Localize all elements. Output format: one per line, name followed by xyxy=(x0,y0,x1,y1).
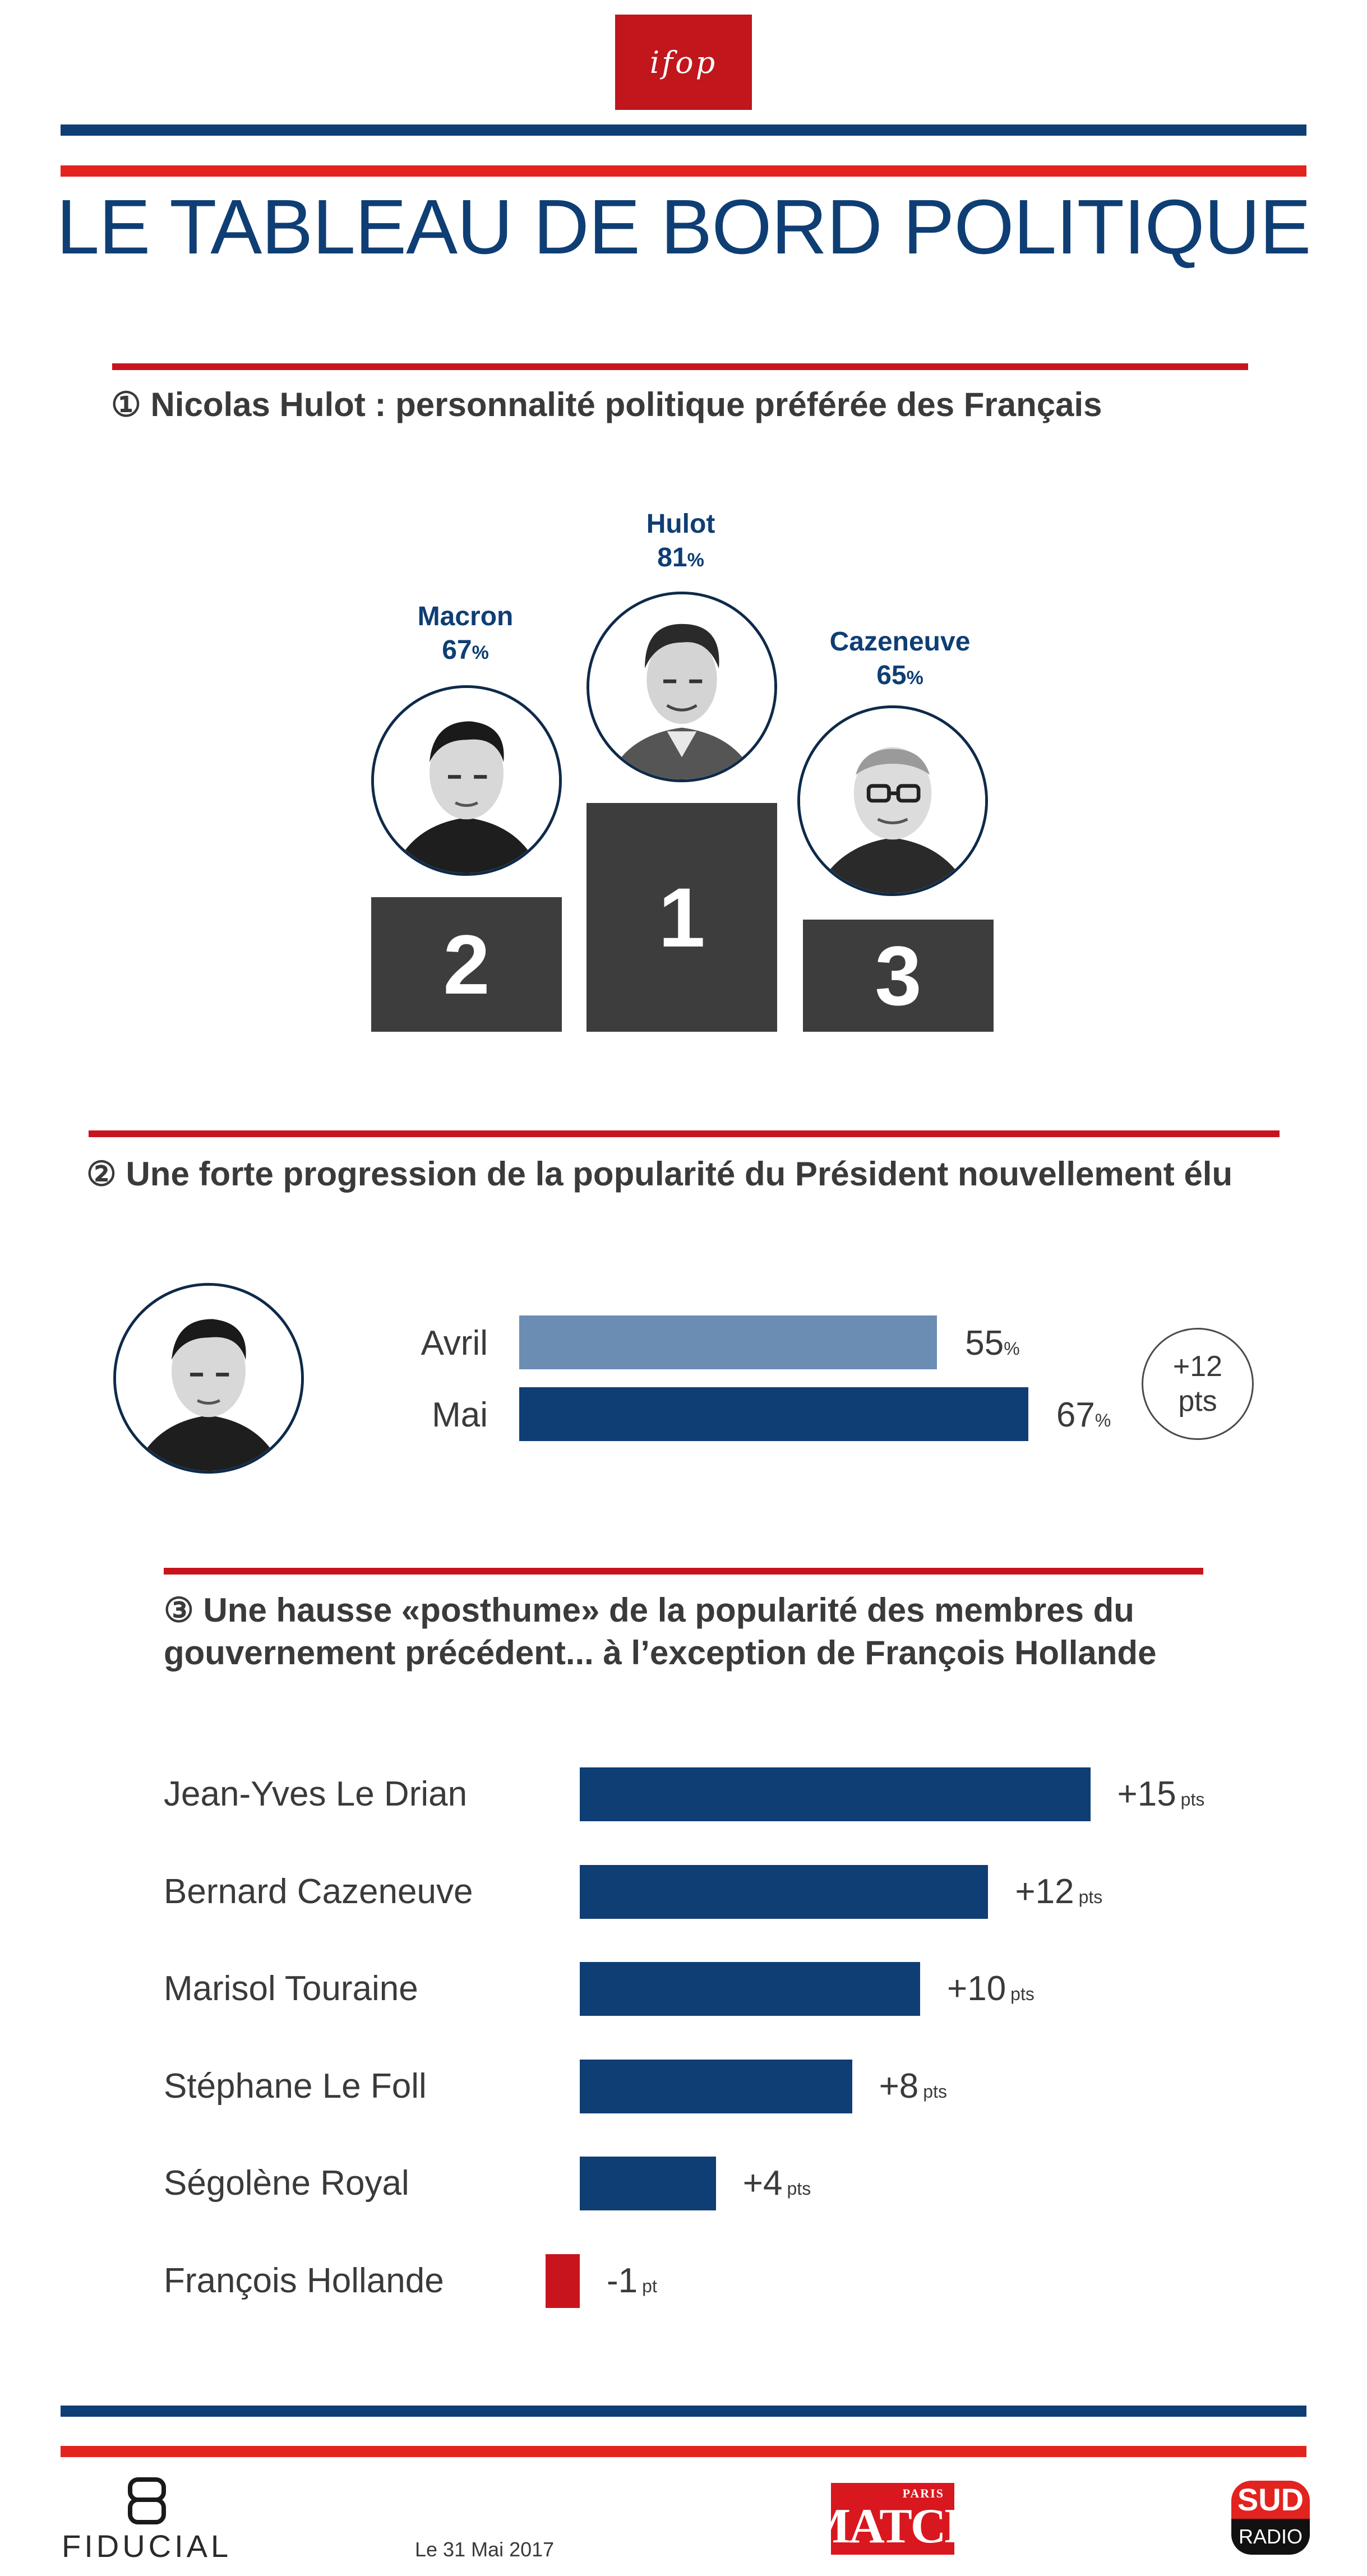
minister-label: Bernard Cazeneuve xyxy=(164,1872,473,1911)
minister-value: +12 pts xyxy=(1015,1872,1103,1911)
minister-value: +15 pts xyxy=(1117,1775,1205,1813)
footer-blue-rule xyxy=(61,2406,1306,2417)
footer-red-rule xyxy=(61,2446,1306,2457)
fiducial-logo-icon xyxy=(127,2477,167,2524)
minister-value: -1 pt xyxy=(607,2261,657,2300)
bar-label-avril: Avril xyxy=(421,1324,488,1363)
minister-value: +10 pts xyxy=(947,1969,1035,2008)
hulot-portrait-icon xyxy=(586,592,777,782)
section1-rule xyxy=(112,363,1248,370)
minister-bar xyxy=(580,1767,1091,1821)
minister-label: Marisol Touraine xyxy=(164,1969,418,2008)
podium-block-1: 1 xyxy=(586,803,777,1032)
footer-date: Le 31 Mai 2017 xyxy=(415,2538,555,2561)
fiducial-logo-text: FIDUCIAL xyxy=(62,2528,232,2564)
podium-name-macron: Macron 67% xyxy=(417,602,514,665)
minister-label: Jean-Yves Le Drian xyxy=(164,1775,468,1813)
macron-portrait-icon-2 xyxy=(113,1283,304,1474)
minister-bar xyxy=(580,1962,920,2016)
bar-avril xyxy=(519,1315,937,1369)
sud-radio-logo: SUD RADIO xyxy=(1231,2481,1310,2555)
main-title: LE TABLEAU DE BORD POLITIQUE xyxy=(56,184,1311,270)
minister-bar xyxy=(580,2059,852,2113)
minister-label: Ségolène Royal xyxy=(164,2164,409,2203)
progress-badge: +12 pts xyxy=(1142,1328,1254,1440)
minister-label: François Hollande xyxy=(164,2261,444,2300)
minister-bar xyxy=(546,2254,580,2308)
minister-label: Stéphane Le Foll xyxy=(164,2066,427,2106)
minister-value: +8 pts xyxy=(879,2066,947,2106)
section2-title: ② Une forte progression de la popularité… xyxy=(86,1155,1233,1193)
section2-rule xyxy=(89,1130,1280,1137)
bar-value-mai: 67% xyxy=(1056,1396,1111,1434)
macron-portrait-icon xyxy=(371,685,562,876)
section1-title: ① Nicolas Hulot : personnalité politique… xyxy=(111,386,1102,423)
ifop-logo: ifop xyxy=(615,15,752,110)
podium-block-2: 2 xyxy=(371,897,562,1032)
header-red-rule xyxy=(61,165,1306,177)
paris-match-logo: PARIS MATCH xyxy=(804,2483,983,2555)
podium-name-cazeneuve: Cazeneuve 65% xyxy=(829,627,971,690)
bar-mai xyxy=(519,1387,1028,1441)
minister-bar xyxy=(580,1864,989,1919)
bar-value-avril: 55% xyxy=(965,1324,1020,1363)
section3-rule xyxy=(164,1568,1203,1575)
minister-bar xyxy=(580,2157,716,2210)
podium-block-3: 3 xyxy=(803,920,994,1032)
minister-value: +4 pts xyxy=(742,2164,811,2203)
bar-label-mai: Mai xyxy=(432,1396,488,1434)
cazeneuve-portrait-icon xyxy=(797,705,988,896)
section3-title: ③ Une hausse «posthume» de la popularité… xyxy=(164,1591,1157,1672)
podium-name-hulot: Hulot 81% xyxy=(646,509,715,573)
header-blue-rule xyxy=(61,124,1306,136)
